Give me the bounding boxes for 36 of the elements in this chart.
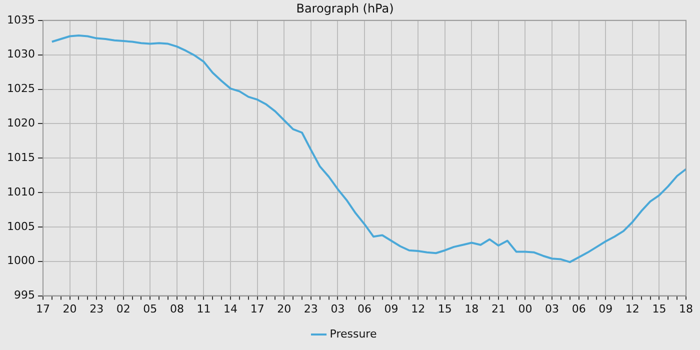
y-tick-label: 995 bbox=[14, 288, 35, 302]
x-tick-label: 21 bbox=[491, 302, 506, 316]
x-tick-label: 09 bbox=[598, 302, 613, 316]
y-tick-label: 1020 bbox=[6, 116, 35, 130]
x-tick-label: 14 bbox=[224, 302, 238, 316]
x-tick-label: 09 bbox=[384, 302, 398, 316]
y-tick-label: 1015 bbox=[6, 150, 35, 164]
legend-label: Pressure bbox=[330, 327, 377, 340]
x-tick-label: 05 bbox=[143, 302, 158, 316]
x-tick-label: 02 bbox=[116, 302, 130, 316]
x-tick-label: 12 bbox=[411, 302, 426, 316]
x-tick-label: 23 bbox=[304, 302, 318, 316]
x-tick-label: 08 bbox=[170, 302, 184, 316]
x-tick-label: 20 bbox=[277, 302, 292, 316]
x-tick-label: 06 bbox=[572, 302, 586, 316]
y-tick-label: 1010 bbox=[6, 185, 35, 198]
x-tick-label: 23 bbox=[90, 302, 104, 316]
x-tick-label: 03 bbox=[545, 302, 560, 316]
x-tick-label: 15 bbox=[438, 302, 452, 316]
y-tick-label: 1030 bbox=[6, 48, 35, 61]
x-tick-label: 18 bbox=[464, 302, 479, 316]
chart-title: Barograph (hPa) bbox=[296, 1, 394, 16]
x-tick-label: 15 bbox=[652, 302, 666, 316]
x-tick-label: 17 bbox=[36, 302, 50, 316]
y-tick-label: 1000 bbox=[6, 254, 35, 268]
x-tick-label: 12 bbox=[625, 302, 640, 316]
y-tick-label: 1035 bbox=[6, 13, 35, 26]
x-tick-label: 00 bbox=[518, 302, 532, 316]
x-tick-label: 18 bbox=[679, 302, 693, 316]
x-tick-label: 20 bbox=[62, 302, 77, 316]
x-tick-label: 11 bbox=[196, 302, 211, 316]
y-tick-label: 1025 bbox=[6, 82, 35, 96]
x-tick-label: 03 bbox=[330, 302, 345, 316]
x-tick-label: 06 bbox=[357, 302, 372, 316]
y-tick-label: 1005 bbox=[6, 220, 35, 233]
x-tick-label: 17 bbox=[250, 302, 264, 316]
